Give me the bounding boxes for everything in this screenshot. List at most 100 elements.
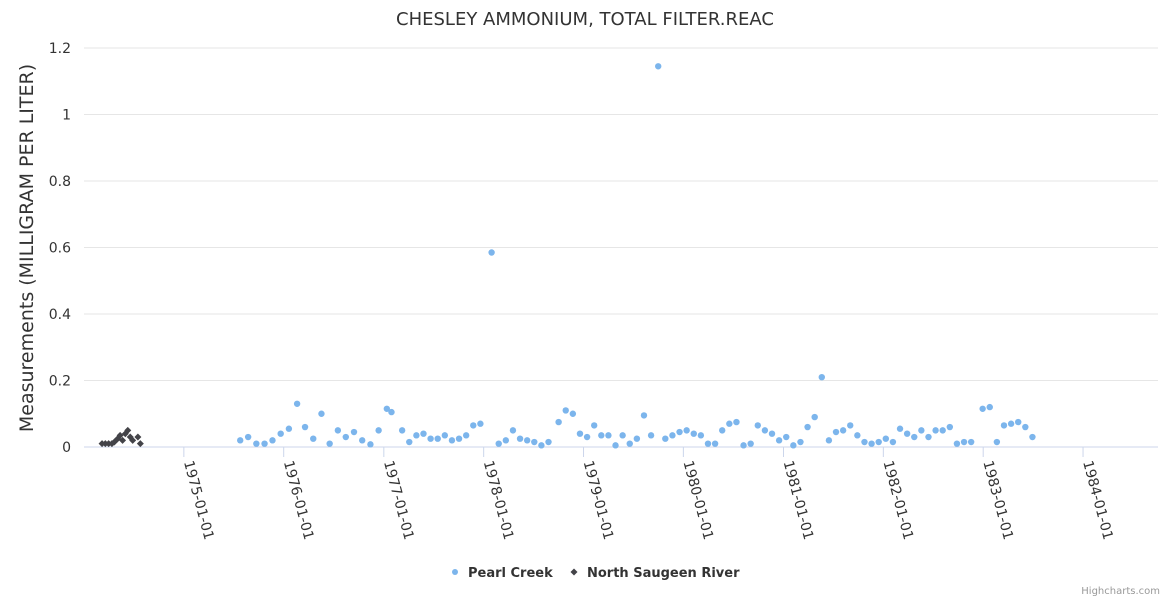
data-point[interactable] <box>993 438 1001 446</box>
data-point[interactable] <box>797 438 804 446</box>
data-point[interactable] <box>562 407 569 414</box>
data-point[interactable] <box>590 422 598 429</box>
data-point[interactable] <box>875 438 882 446</box>
data-point[interactable] <box>134 433 142 441</box>
data-point[interactable] <box>124 426 132 434</box>
data-point[interactable] <box>116 431 124 439</box>
data-point[interactable] <box>477 420 484 427</box>
data-point[interactable] <box>761 427 769 434</box>
data-point[interactable] <box>598 432 605 439</box>
data-point[interactable] <box>903 430 911 437</box>
data-point[interactable] <box>711 440 719 447</box>
data-point[interactable] <box>676 428 683 436</box>
data-point[interactable] <box>531 438 538 446</box>
data-point[interactable] <box>334 427 342 434</box>
data-point[interactable] <box>502 437 510 444</box>
data-point[interactable] <box>509 427 517 434</box>
data-point[interactable] <box>359 437 366 444</box>
data-point[interactable] <box>516 435 524 442</box>
data-point[interactable] <box>441 432 449 439</box>
data-point[interactable] <box>434 435 441 442</box>
data-point[interactable] <box>979 405 986 412</box>
data-point[interactable] <box>350 428 358 436</box>
data-point[interactable] <box>868 440 875 447</box>
data-point[interactable] <box>523 437 531 444</box>
data-point[interactable] <box>277 430 284 437</box>
data-point[interactable] <box>576 430 584 437</box>
data-point[interactable] <box>420 430 427 437</box>
data-point[interactable] <box>612 442 619 449</box>
data-point[interactable] <box>237 437 244 444</box>
data-point[interactable] <box>740 442 747 449</box>
data-point[interactable] <box>462 432 470 439</box>
data-point[interactable] <box>911 433 918 441</box>
data-point[interactable] <box>690 430 697 437</box>
data-point[interactable] <box>932 427 939 434</box>
data-point[interactable] <box>285 425 293 432</box>
legend-item-north-saugeen-river[interactable]: North Saugeen River <box>570 566 741 581</box>
data-point[interactable] <box>301 423 309 431</box>
data-point[interactable] <box>967 438 975 446</box>
data-point[interactable] <box>269 437 276 444</box>
data-point[interactable] <box>775 437 783 444</box>
data-point[interactable] <box>804 423 811 431</box>
data-point[interactable] <box>939 427 946 434</box>
data-point[interactable] <box>747 440 754 447</box>
data-point[interactable] <box>647 432 655 439</box>
data-point[interactable] <box>662 435 669 442</box>
data-point[interactable] <box>633 435 641 442</box>
data-point[interactable] <box>545 438 552 446</box>
data-point[interactable] <box>619 432 626 439</box>
data-point[interactable] <box>455 435 463 442</box>
data-point[interactable] <box>683 427 690 434</box>
data-point[interactable] <box>655 63 662 70</box>
data-point[interactable] <box>733 418 740 426</box>
data-point[interactable] <box>413 432 420 439</box>
data-point[interactable] <box>427 435 434 442</box>
data-point[interactable] <box>367 441 374 448</box>
data-point[interactable] <box>470 422 477 429</box>
data-point[interactable] <box>847 422 854 429</box>
data-point[interactable] <box>669 432 676 439</box>
data-point[interactable] <box>986 403 993 411</box>
data-point[interactable] <box>811 413 818 421</box>
data-point[interactable] <box>318 410 325 417</box>
data-point[interactable] <box>1015 418 1022 426</box>
data-point[interactable] <box>960 438 968 446</box>
data-point[interactable] <box>1000 422 1008 429</box>
data-point[interactable] <box>605 432 612 439</box>
data-point[interactable] <box>1007 420 1015 427</box>
data-point[interactable] <box>754 422 761 429</box>
data-point[interactable] <box>569 410 577 417</box>
data-point[interactable] <box>697 432 705 439</box>
data-point[interactable] <box>896 425 904 432</box>
data-point[interactable] <box>119 436 127 444</box>
data-point[interactable] <box>129 436 137 444</box>
data-point[interactable] <box>495 440 502 447</box>
data-point[interactable] <box>704 440 712 447</box>
data-point[interactable] <box>825 437 833 444</box>
data-point[interactable] <box>783 433 790 441</box>
data-point[interactable] <box>953 440 961 447</box>
data-point[interactable] <box>398 427 406 434</box>
data-point[interactable] <box>383 405 391 412</box>
data-point[interactable] <box>790 442 797 449</box>
data-point[interactable] <box>889 438 897 446</box>
data-point[interactable] <box>832 428 840 436</box>
data-point[interactable] <box>1022 423 1029 431</box>
data-point[interactable] <box>1029 433 1036 441</box>
credits[interactable]: Highcharts.com <box>1081 586 1160 597</box>
data-point[interactable] <box>918 427 925 434</box>
data-point[interactable] <box>818 373 825 381</box>
data-point[interactable] <box>293 400 301 407</box>
data-point[interactable] <box>261 440 268 447</box>
data-point[interactable] <box>136 440 144 448</box>
data-point[interactable] <box>839 427 847 434</box>
data-point[interactable] <box>719 427 726 434</box>
data-point[interactable] <box>253 440 260 447</box>
data-point[interactable] <box>726 420 733 427</box>
data-point[interactable] <box>854 432 861 439</box>
data-point[interactable] <box>768 430 776 437</box>
data-point[interactable] <box>555 418 562 426</box>
data-point[interactable] <box>310 435 317 442</box>
